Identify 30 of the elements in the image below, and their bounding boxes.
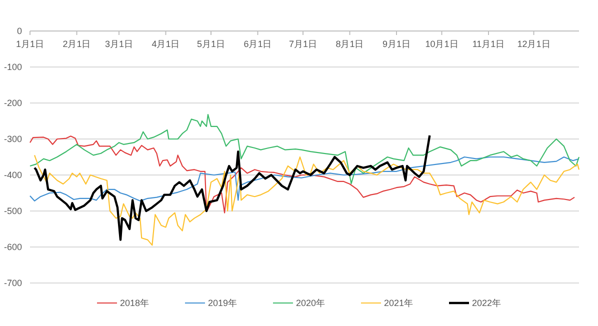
- y-tick-label: -100: [4, 62, 22, 72]
- line-series: [29, 136, 576, 214]
- line-series: [33, 134, 431, 241]
- x-tick-label: 3月1日: [104, 39, 133, 50]
- x-tick-label: 12月1日: [517, 39, 550, 50]
- x-tick-label: 9月1日: [382, 39, 411, 50]
- y-tick-label: -300: [4, 134, 22, 144]
- legend-label: 2018年: [120, 298, 150, 308]
- y-tick-label: -200: [4, 98, 22, 108]
- line-series: [29, 156, 580, 202]
- x-tick-label: 11月1日: [472, 39, 505, 50]
- x-tick-label: 1月1日: [16, 39, 44, 50]
- x-tick-label: 10月1日: [425, 39, 458, 50]
- line-series: [29, 114, 580, 184]
- x-tick-label: 8月1日: [336, 39, 364, 50]
- y-tick-label: 0: [16, 26, 22, 36]
- y-tick-label: -600: [4, 242, 22, 252]
- line-series: [34, 154, 580, 246]
- legend-label: 2022年: [472, 298, 502, 308]
- y-tick-label: -400: [4, 170, 22, 180]
- y-tick-label: -500: [4, 206, 22, 216]
- x-tick-label: 7月1日: [288, 39, 317, 50]
- x-tick-label: 5月1日: [196, 39, 225, 50]
- legend-label: 2019年: [208, 298, 238, 308]
- x-tick-label: 6月1日: [244, 39, 272, 50]
- x-tick-label: 4月1日: [152, 39, 180, 50]
- legend-label: 2020年: [296, 298, 326, 308]
- x-tick-label: 2月1日: [62, 39, 91, 50]
- y-tick-label: -700: [4, 278, 22, 288]
- legend-label: 2021年: [384, 298, 414, 308]
